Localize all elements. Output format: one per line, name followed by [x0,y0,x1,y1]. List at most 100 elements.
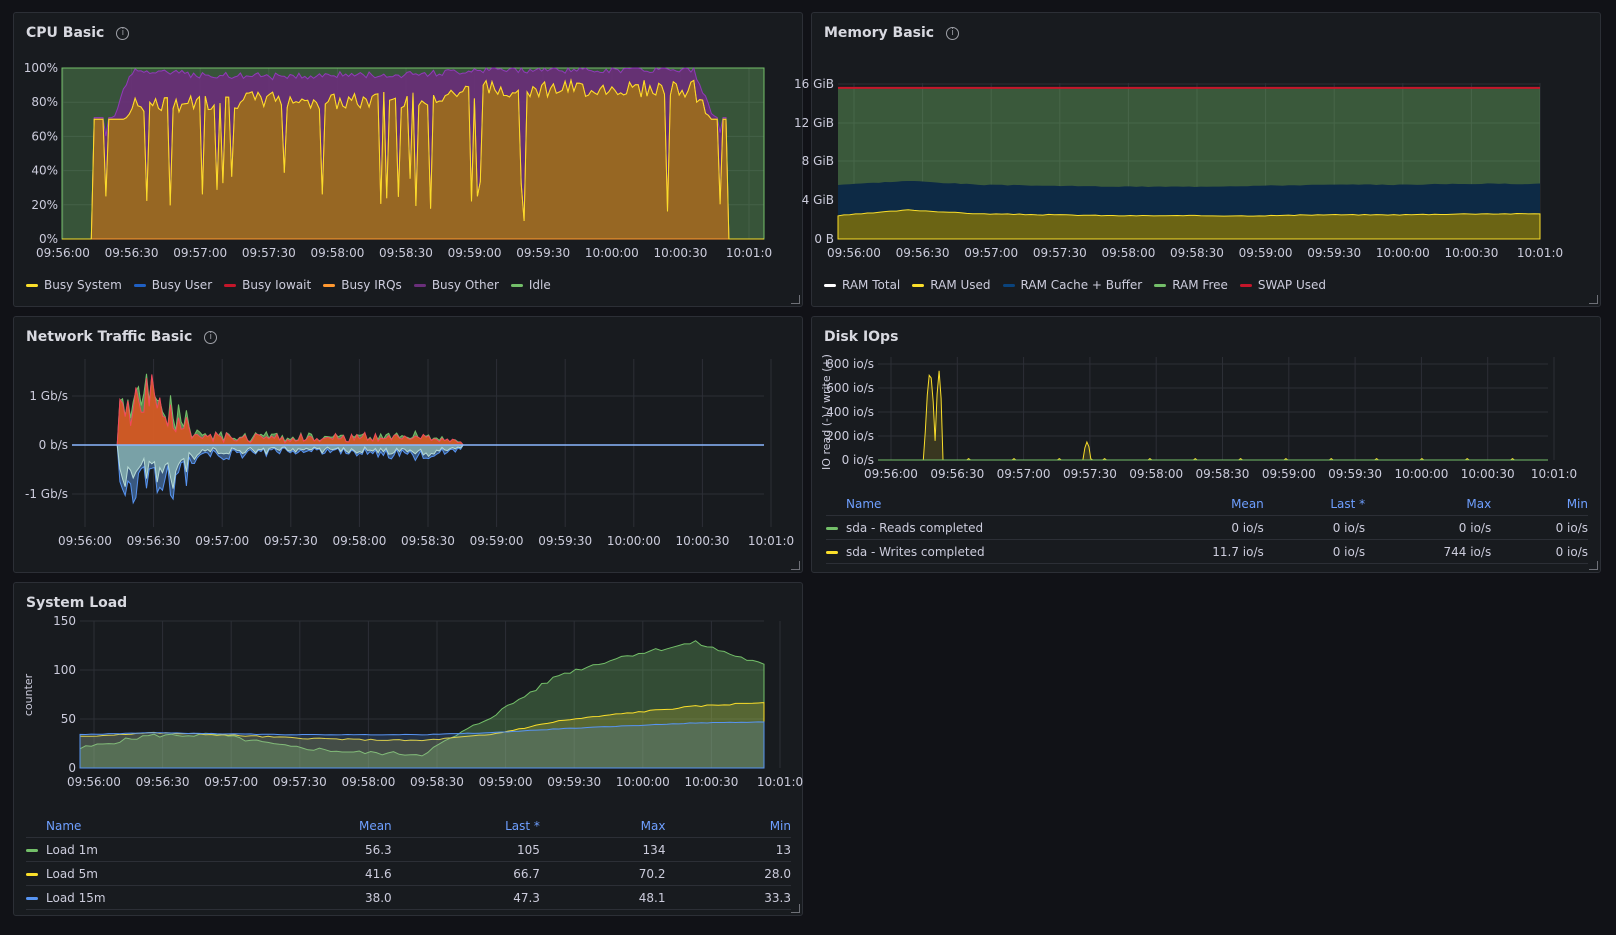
column-header[interactable]: Name [826,493,1131,516]
legend-swatch [26,283,38,287]
legend-item[interactable]: Busy Iowait [224,278,311,292]
cpu-legend: Busy System Busy User Busy Iowait Busy IRQs… [26,278,551,292]
legend-swatch [824,283,836,287]
network-chart: 1 Gb/s 0 b/s -1 Gb/s 09:56:00 09:56:30 09:57:… [25,359,794,548]
legend-item[interactable]: RAM Total [824,278,900,292]
x-tick-label: 09:58:30 [401,534,455,548]
x-tick-label: 10:01:0 [726,246,772,260]
x-tick-label: 09:56:00 [827,246,881,260]
panel-title: Disk IOps [824,329,898,345]
stat-last: 66.7 [391,861,540,886]
x-tick-label: 10:01:0 [757,775,803,789]
resize-handle[interactable] [1589,295,1598,304]
column-header[interactable]: Last * [391,815,540,838]
y-tick-label: 1 Gb/s [29,389,68,403]
x-tick-label: 09:56:00 [864,467,918,481]
column-header[interactable]: Mean [1130,493,1264,516]
stat-max: 0 io/s [1365,515,1492,540]
load-panel-title: System Load [26,595,128,611]
column-header[interactable]: Max [1365,493,1492,516]
legend-row[interactable]: Load 1m 56.3 105 134 13 [26,837,791,862]
y-tick-label: 0 b/s [39,438,68,452]
x-tick-label: 10:00:30 [1444,246,1498,260]
legend-item[interactable]: Busy User [133,278,213,292]
legend-row[interactable]: Load 5m 41.6 66.7 70.2 28.0 [26,861,791,886]
legend-item[interactable]: RAM Cache + Buffer [1002,278,1142,292]
network-panel-title: Network Traffic Basic [26,329,193,345]
writes-completed-line [878,370,1548,461]
y-tick-label: 0 B [814,232,834,246]
stat-max: 48.1 [539,885,666,910]
x-tick-label: 09:58:30 [1170,246,1224,260]
legend-label: Busy Iowait [242,278,312,292]
series-name: sda - Reads completed [826,515,1131,540]
info-icon[interactable]: i [116,26,130,40]
y-tick-label: 12 GiB [794,116,834,130]
legend-swatch [26,848,38,852]
x-tick-label: 10:00:00 [585,246,639,260]
network-traffic-panel: Network Traffic Basic i 1 Gb/s 0 b/s -1 Gb… [13,316,803,573]
x-tick-label: 09:56:30 [127,534,181,548]
x-tick-label: 09:56:30 [105,246,159,260]
y-tick-label: 0 [68,761,76,775]
column-header[interactable]: Min [665,815,791,838]
memory-panel-title: Memory Basic [824,25,935,41]
x-tick-label: 09:57:30 [1033,246,1087,260]
info-icon[interactable]: i [946,26,960,40]
legend-swatch [1154,283,1167,287]
legend-label: Busy System [44,278,122,292]
y-axis-label: IO read (-) / write (+) [820,354,833,470]
legend-item[interactable]: Busy IRQs [323,278,402,292]
disk-panel-title: Disk IOps [824,329,899,345]
legend-item[interactable]: RAM Used [912,278,991,292]
legend-item[interactable]: Busy Other [413,278,499,292]
load-legend-table: Name Mean Last * Max Min Load 1m 56.3 105 134 13 L… [26,815,791,910]
column-header[interactable]: Last * [1263,493,1366,516]
x-tick-label: 10:01:0 [748,534,794,548]
x-tick-label: 09:59:00 [448,246,502,260]
x-tick-label: 09:59:00 [1239,246,1293,260]
legend-item[interactable]: Idle [510,278,551,292]
x-tick-label: 09:58:00 [332,534,386,548]
x-tick-label: 09:59:00 [470,534,524,548]
resize-handle[interactable] [791,904,800,913]
column-header[interactable]: Mean [249,815,392,838]
legend-row[interactable]: sda - Writes completed 11.7 io/s 0 io/s 744… [826,539,1588,564]
receive-secondary-area [72,374,764,446]
column-header[interactable]: Max [539,815,666,838]
legend-label: Idle [528,278,551,292]
panel-title: Memory Basic i [824,25,960,41]
disk-iops-panel: Disk IOps 800 io/s 600 io/s 400 io/s 200 io… [811,316,1601,573]
stat-min: 0 io/s [1491,539,1588,564]
legend-swatch [826,550,838,554]
panel-title: System Load [26,595,127,611]
legend-header-row: Name Mean Last * Max Min [26,815,791,838]
x-tick-label: 09:57:00 [997,467,1051,481]
x-tick-label: 09:56:30 [930,467,984,481]
legend-row[interactable]: sda - Reads completed 0 io/s 0 io/s 0 io/s 0… [826,515,1588,540]
legend-row[interactable]: Load 15m 38.0 47.3 48.1 33.3 [26,885,791,910]
resize-handle[interactable] [1589,561,1598,570]
x-tick-label: 09:59:00 [1262,467,1316,481]
legend-label: Busy User [151,278,213,292]
legend-swatch [826,526,838,530]
stat-min: 33.3 [665,885,791,910]
ram-used-area [837,209,1541,240]
panel-title: Network Traffic Basic i [26,329,218,345]
legend-label: RAM Total [842,278,901,292]
stat-mean: 41.6 [249,861,392,886]
column-header[interactable]: Name [26,815,250,838]
x-tick-label: 10:00:30 [1461,467,1515,481]
resize-handle[interactable] [791,295,800,304]
disk-legend-table: Name Mean Last * Max Min sda - Reads complete… [826,493,1588,564]
series-name: Load 5m [26,861,250,886]
legend-swatch [1002,283,1015,287]
x-tick-label: 09:56:30 [136,775,190,789]
info-icon[interactable]: i [204,330,218,344]
legend-item[interactable]: RAM Free [1154,278,1228,292]
column-header[interactable]: Min [1491,493,1588,516]
legend-item[interactable]: SWAP Used [1239,278,1326,292]
y-tick-label: 400 io/s [826,405,874,419]
resize-handle[interactable] [791,561,800,570]
legend-item[interactable]: Busy System [26,278,122,292]
